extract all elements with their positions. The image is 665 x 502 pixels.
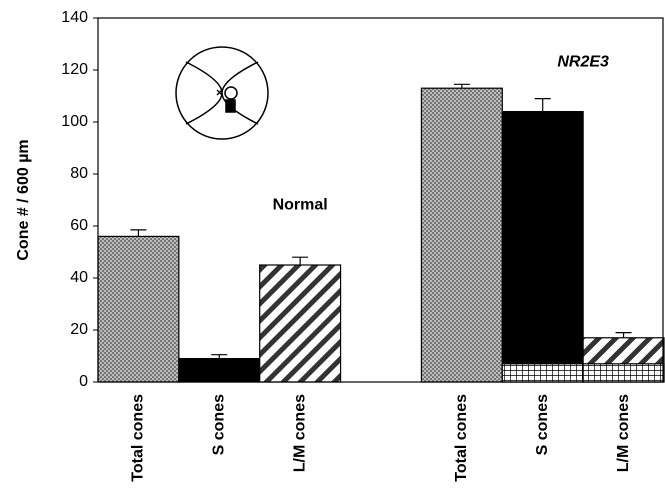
- bar: [179, 359, 260, 382]
- x-tick-label: L/M cones: [615, 394, 632, 472]
- bar: [260, 265, 341, 382]
- x-tick-label: S cones: [534, 394, 551, 455]
- y-tick-label: 140: [61, 9, 88, 26]
- y-tick-label: 0: [79, 373, 88, 390]
- x-tick-label: Total cones: [453, 394, 470, 482]
- x-tick-label: Total cones: [130, 394, 147, 482]
- y-tick-label: 100: [61, 113, 88, 130]
- x-tick-label: S cones: [211, 394, 228, 455]
- y-tick-label: 20: [70, 321, 88, 338]
- y-axis-title: Cone # / 600 µm: [15, 139, 32, 260]
- annotation: NR2E3: [557, 53, 609, 70]
- bar-overlay: [502, 364, 583, 382]
- y-tick-label: 80: [70, 165, 88, 182]
- bar: [502, 112, 583, 382]
- y-tick-label: 60: [70, 217, 88, 234]
- bar: [98, 236, 179, 382]
- y-tick-label: 120: [61, 61, 88, 78]
- y-tick-label: 40: [70, 269, 88, 286]
- inset-diagram: [176, 47, 268, 139]
- chart: Cone # / 600 µm 0 20 40 60 80 100 120 140 Total …: [0, 0, 665, 502]
- x-tick-label: L/M cones: [291, 394, 308, 472]
- annotation: Normal: [273, 196, 328, 213]
- bar: [421, 88, 502, 382]
- bar-overlay: [583, 364, 664, 382]
